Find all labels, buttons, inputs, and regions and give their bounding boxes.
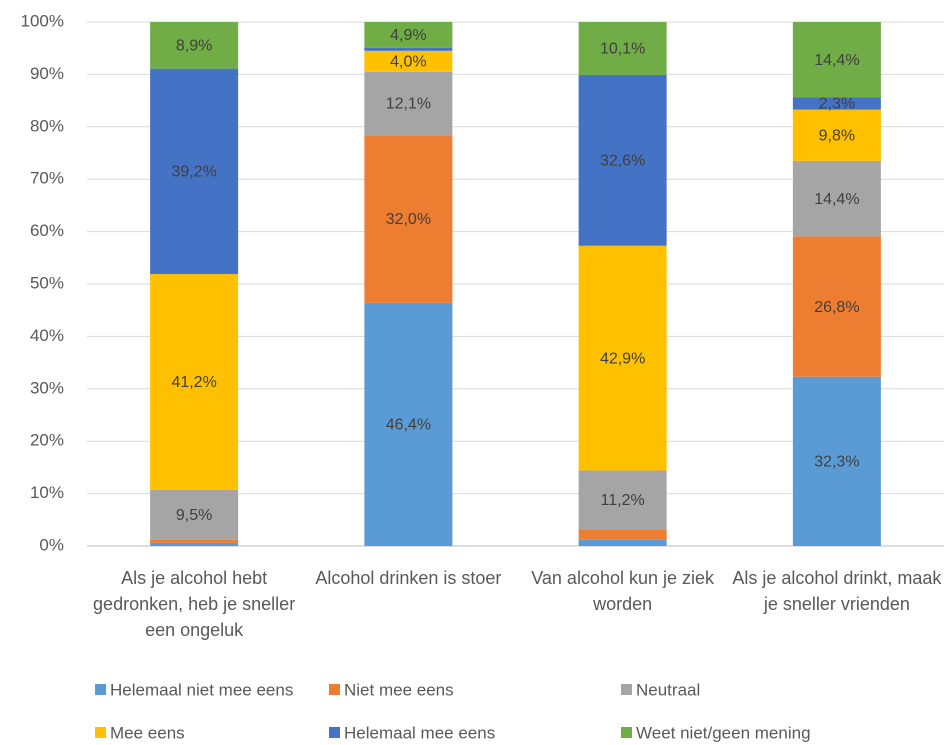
bar-segment [364, 50, 453, 72]
data-label: 8,9% [176, 38, 212, 55]
bar-segment [364, 302, 453, 546]
y-tick-label: 80% [30, 116, 64, 135]
bar-segment [150, 489, 239, 540]
legend-swatch [95, 684, 106, 695]
data-label: 41,2% [171, 374, 216, 391]
data-label: 9,8% [819, 127, 855, 144]
bar-segment [792, 236, 881, 377]
bar-segment [364, 71, 453, 136]
y-tick-label: 10% [30, 483, 64, 502]
y-tick-label: 100% [21, 11, 64, 30]
data-label: 32,6% [600, 153, 645, 170]
x-tick-label: Alcohol drinken is stoer [315, 568, 502, 588]
data-label: 10,1% [600, 41, 645, 58]
y-tick-label: 30% [30, 378, 64, 397]
bar-segment [792, 97, 881, 110]
bar-segment [364, 22, 453, 48]
bar-segment [578, 245, 667, 471]
bar-segment [792, 22, 881, 98]
data-label: 9,5% [176, 507, 212, 524]
y-tick-label: 0% [39, 535, 64, 554]
data-label: 12,1% [386, 96, 431, 113]
legend-label: Helemaal niet mee eens [110, 680, 293, 699]
data-label: 4,0% [390, 54, 426, 71]
legend-label: Niet mee eens [344, 680, 454, 699]
bar-segment [578, 470, 667, 530]
data-label: 11,2% [601, 492, 645, 509]
data-label: 46,4% [386, 417, 431, 434]
bar-segment [578, 74, 667, 246]
bar-segment [578, 539, 667, 546]
bar-segment [150, 274, 239, 490]
data-label: 32,3% [814, 454, 859, 471]
legend-swatch [329, 727, 340, 738]
bar-segment [578, 22, 667, 75]
bar-segment [150, 68, 239, 275]
bar-segment [150, 22, 239, 69]
y-tick-label: 60% [30, 221, 64, 240]
bar-segment [150, 542, 239, 546]
y-tick-label: 20% [30, 431, 64, 450]
data-label: 32,0% [386, 211, 431, 228]
bar-segment [150, 539, 239, 543]
y-tick-label: 70% [30, 169, 64, 188]
legend-label: Mee eens [110, 723, 185, 742]
bar-segment [792, 109, 881, 161]
x-tick-label: Van alcohol kun je ziek worden [531, 568, 715, 614]
data-label: 26,8% [814, 299, 859, 316]
bar-segment [792, 376, 881, 546]
data-label: 39,2% [171, 164, 216, 181]
y-tick-label: 40% [30, 326, 64, 345]
x-tick-label: Als je alcohol hebt gedronken, heb je sn… [93, 568, 296, 640]
data-label: 42,9% [600, 350, 645, 367]
legend-swatch [621, 684, 632, 695]
legend-label: Helemaal mee eens [344, 723, 495, 742]
x-tick-label: Als je alcohol drinkt, maak je sneller v… [732, 568, 942, 614]
legend-swatch [329, 684, 340, 695]
data-label: 14,4% [814, 191, 859, 208]
legend-swatch [621, 727, 632, 738]
legend-label: Neutraal [636, 680, 700, 699]
legend-swatch [95, 727, 106, 738]
y-tick-label: 50% [30, 273, 64, 292]
y-tick-label: 90% [30, 64, 64, 83]
bar-segment [578, 529, 667, 540]
bar-segment [364, 47, 453, 51]
legend-label: Weet niet/geen mening [636, 723, 811, 742]
bar-segment [364, 135, 453, 303]
data-label: 4,9% [390, 27, 426, 44]
data-label: 14,4% [814, 52, 859, 69]
data-label: 2,3% [819, 96, 855, 113]
bar-segment [792, 160, 881, 237]
